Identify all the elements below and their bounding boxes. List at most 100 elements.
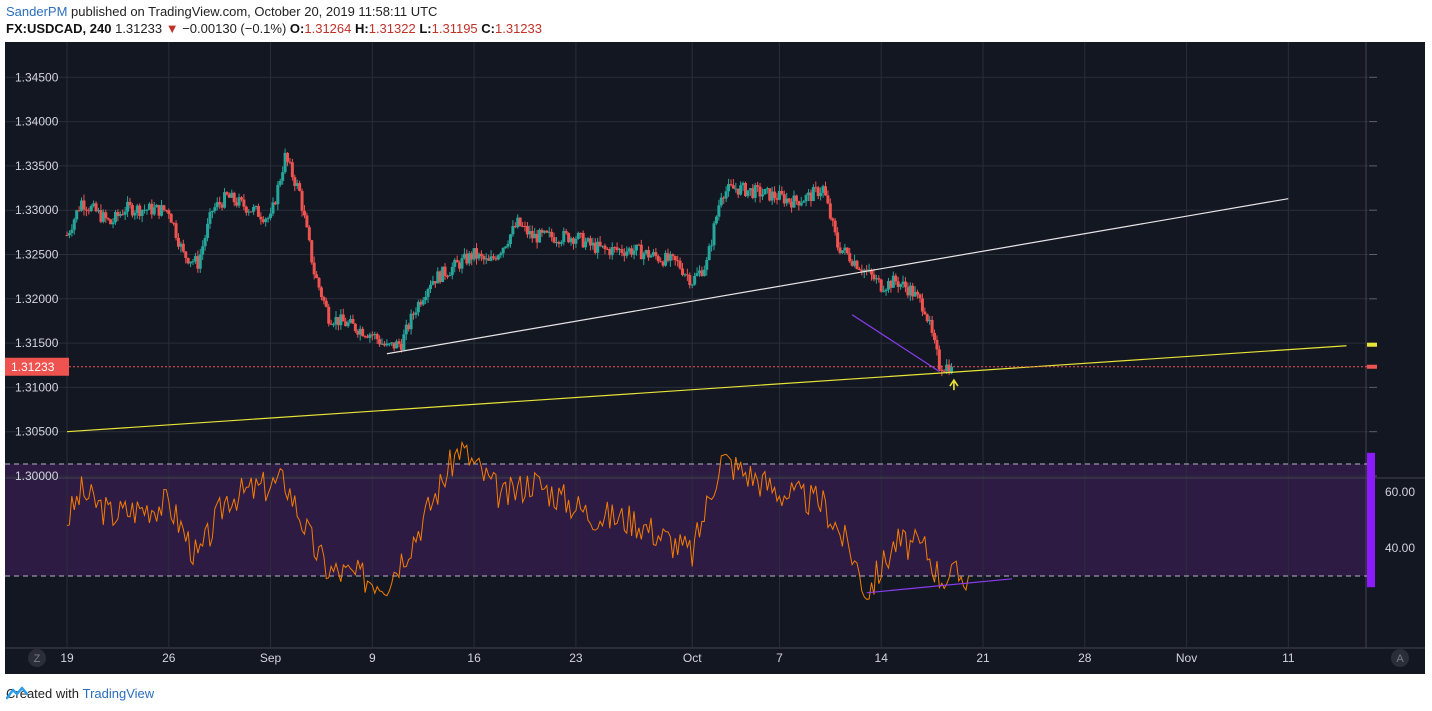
candle[interactable]: [145, 209, 149, 211]
candle[interactable]: [903, 281, 907, 288]
candle[interactable]: [460, 258, 464, 269]
candle[interactable]: [80, 200, 84, 211]
candle[interactable]: [901, 281, 905, 285]
candle[interactable]: [661, 261, 665, 266]
candle[interactable]: [656, 256, 660, 262]
candle[interactable]: [651, 252, 655, 256]
candle[interactable]: [540, 229, 544, 233]
candle[interactable]: [923, 311, 927, 315]
candle[interactable]: [126, 201, 130, 212]
candle[interactable]: [758, 186, 762, 197]
candle[interactable]: [690, 284, 694, 286]
candle[interactable]: [639, 244, 643, 260]
candle[interactable]: [111, 222, 115, 225]
candle[interactable]: [518, 217, 522, 226]
candle[interactable]: [654, 252, 658, 257]
candle[interactable]: [782, 194, 786, 204]
candle[interactable]: [395, 341, 399, 349]
candle[interactable]: [848, 253, 852, 262]
candle[interactable]: [615, 247, 619, 250]
candle[interactable]: [695, 273, 699, 276]
candle[interactable]: [412, 313, 416, 315]
candle[interactable]: [344, 321, 348, 327]
candle[interactable]: [523, 225, 527, 227]
zoom-button[interactable]: [28, 649, 46, 667]
candle[interactable]: [487, 258, 491, 261]
candle[interactable]: [753, 185, 757, 198]
candle[interactable]: [147, 203, 151, 210]
candle[interactable]: [823, 186, 827, 196]
candle[interactable]: [557, 241, 561, 244]
candle[interactable]: [264, 218, 268, 223]
candle[interactable]: [785, 198, 789, 204]
candle[interactable]: [113, 212, 117, 223]
candle[interactable]: [574, 238, 578, 244]
candle[interactable]: [819, 192, 823, 197]
candle[interactable]: [329, 323, 333, 325]
candle[interactable]: [705, 260, 709, 270]
candle[interactable]: [908, 285, 912, 296]
candle[interactable]: [744, 182, 748, 197]
candle[interactable]: [739, 185, 743, 195]
candle[interactable]: [445, 276, 449, 278]
candle[interactable]: [681, 268, 685, 275]
candle[interactable]: [203, 237, 207, 247]
candle[interactable]: [937, 349, 941, 370]
candle[interactable]: [286, 152, 290, 162]
candle[interactable]: [768, 188, 772, 201]
candle[interactable]: [404, 324, 408, 335]
candle[interactable]: [504, 246, 508, 248]
candle[interactable]: [172, 222, 176, 224]
candle[interactable]: [712, 223, 716, 246]
candle[interactable]: [683, 274, 687, 276]
candle[interactable]: [230, 192, 234, 198]
candle[interactable]: [840, 250, 844, 254]
candle[interactable]: [249, 211, 253, 213]
candle[interactable]: [697, 270, 701, 274]
candle[interactable]: [101, 212, 105, 222]
candle[interactable]: [538, 229, 542, 243]
candle[interactable]: [298, 183, 302, 191]
candle[interactable]: [252, 207, 256, 212]
candle[interactable]: [341, 314, 345, 322]
candle[interactable]: [399, 343, 403, 350]
candle[interactable]: [601, 245, 605, 247]
candle[interactable]: [647, 250, 651, 258]
candle[interactable]: [128, 201, 132, 206]
candle[interactable]: [310, 240, 314, 263]
candle[interactable]: [441, 266, 445, 282]
candle[interactable]: [724, 191, 728, 199]
candle[interactable]: [928, 319, 932, 322]
candle[interactable]: [278, 180, 282, 185]
candle[interactable]: [484, 258, 488, 260]
candle[interactable]: [84, 209, 88, 211]
purple-trendline[interactable]: [851, 314, 940, 372]
chart-frame[interactable]: 1.30000 1.30500 1.31000 1.31500 1.32000 1.325…: [5, 42, 1425, 674]
candle[interactable]: [685, 274, 689, 276]
candle[interactable]: [378, 339, 382, 345]
candle[interactable]: [162, 205, 166, 211]
candle[interactable]: [605, 248, 609, 250]
candle[interactable]: [542, 230, 546, 233]
candle[interactable]: [290, 162, 294, 178]
candle[interactable]: [671, 254, 675, 256]
candle[interactable]: [693, 275, 697, 285]
candle[interactable]: [802, 201, 806, 203]
candle[interactable]: [254, 205, 258, 208]
candle[interactable]: [184, 251, 188, 258]
candle[interactable]: [193, 256, 197, 262]
candle[interactable]: [530, 230, 534, 239]
candle[interactable]: [169, 214, 173, 223]
candle[interactable]: [588, 238, 592, 246]
candle[interactable]: [472, 248, 476, 260]
candle[interactable]: [106, 218, 110, 220]
candle[interactable]: [564, 231, 568, 234]
candle[interactable]: [382, 343, 386, 346]
candle[interactable]: [552, 237, 556, 243]
candle[interactable]: [593, 242, 597, 253]
candle[interactable]: [610, 247, 614, 256]
candle[interactable]: [945, 364, 949, 372]
candle[interactable]: [501, 247, 505, 254]
candle[interactable]: [506, 243, 510, 247]
candle[interactable]: [118, 214, 122, 217]
